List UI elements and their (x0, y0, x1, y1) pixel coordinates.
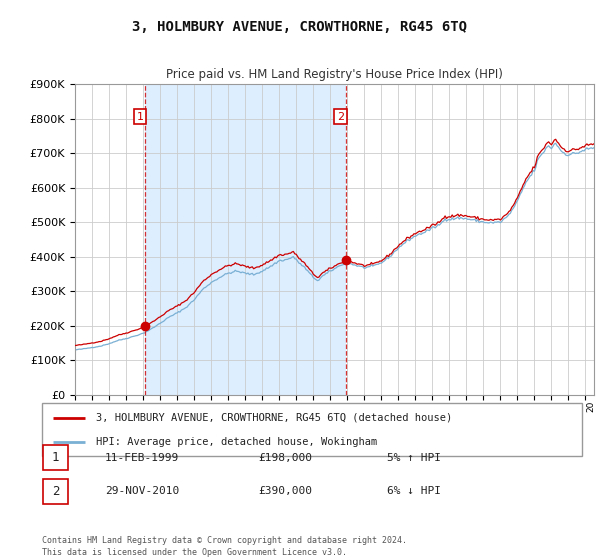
Text: HPI: Average price, detached house, Wokingham: HPI: Average price, detached house, Woki… (96, 437, 377, 447)
Text: 1: 1 (137, 111, 143, 122)
Text: 2: 2 (337, 111, 344, 122)
Text: 1: 1 (52, 451, 59, 464)
Bar (145, 84, 346, 395)
Text: 29-NOV-2010: 29-NOV-2010 (105, 487, 179, 496)
Text: 11-FEB-1999: 11-FEB-1999 (105, 453, 179, 463)
Bar (43, 446, 68, 470)
Text: 5% ↑ HPI: 5% ↑ HPI (387, 453, 441, 463)
Title: Price paid vs. HM Land Registry's House Price Index (HPI): Price paid vs. HM Land Registry's House … (166, 68, 503, 81)
Text: £198,000: £198,000 (258, 453, 312, 463)
Text: Contains HM Land Registry data © Crown copyright and database right 2024.
This d: Contains HM Land Registry data © Crown c… (42, 536, 407, 557)
Text: 6% ↓ HPI: 6% ↓ HPI (387, 487, 441, 496)
Text: 2: 2 (52, 485, 59, 498)
Text: 3, HOLMBURY AVENUE, CROWTHORNE, RG45 6TQ: 3, HOLMBURY AVENUE, CROWTHORNE, RG45 6TQ (133, 20, 467, 34)
Text: 3, HOLMBURY AVENUE, CROWTHORNE, RG45 6TQ (detached house): 3, HOLMBURY AVENUE, CROWTHORNE, RG45 6TQ… (96, 413, 452, 423)
Text: £390,000: £390,000 (258, 487, 312, 496)
Bar (43, 479, 68, 504)
